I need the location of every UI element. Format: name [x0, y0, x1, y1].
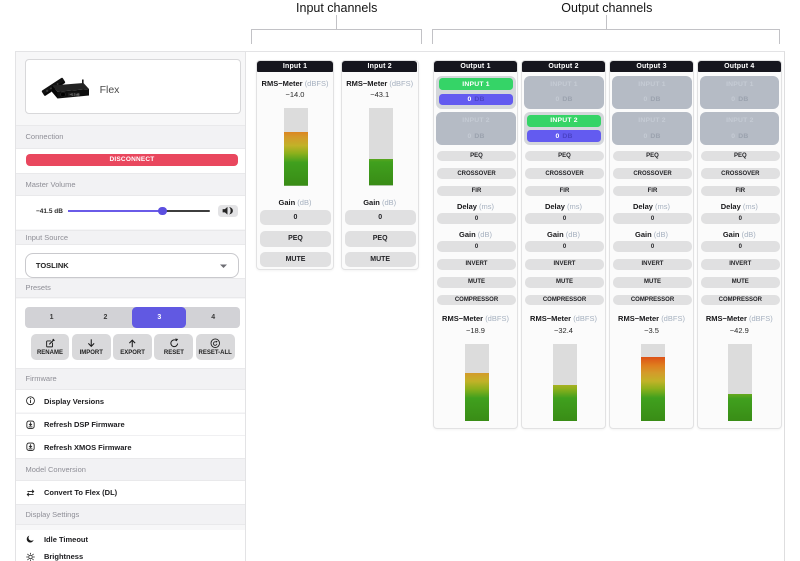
svg-text:-41.5 dB: -41.5 dB [69, 92, 79, 96]
